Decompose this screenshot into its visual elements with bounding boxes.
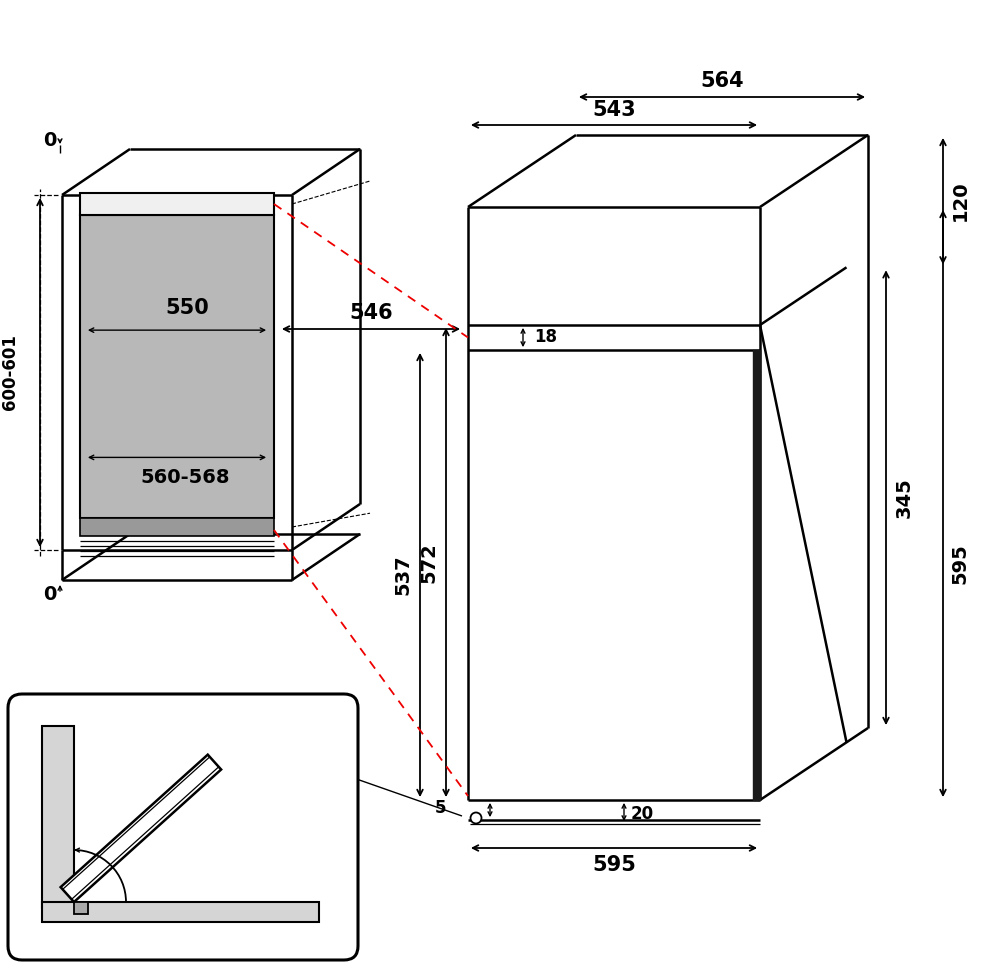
Text: 20: 20: [630, 805, 654, 823]
FancyBboxPatch shape: [8, 694, 358, 960]
Text: 0: 0: [43, 586, 57, 604]
Text: 0: 0: [43, 132, 57, 150]
Text: 600-601: 600-601: [1, 335, 19, 410]
Text: 572: 572: [420, 542, 438, 583]
Text: 5: 5: [434, 799, 446, 817]
Text: 564: 564: [700, 71, 744, 91]
Text: 18: 18: [534, 328, 558, 347]
Text: 543: 543: [592, 100, 636, 120]
Text: 595: 595: [950, 543, 970, 584]
Text: 560-568: 560-568: [140, 468, 230, 487]
Text: 89°: 89°: [96, 847, 130, 865]
Text: 0: 0: [190, 823, 203, 841]
Polygon shape: [80, 215, 274, 518]
Text: 537: 537: [394, 555, 413, 595]
Polygon shape: [74, 902, 88, 914]
Circle shape: [471, 812, 482, 824]
Polygon shape: [61, 755, 221, 902]
Polygon shape: [80, 518, 274, 536]
Polygon shape: [42, 726, 74, 908]
Text: 120: 120: [950, 181, 970, 222]
Text: 595: 595: [592, 855, 636, 875]
Text: 550: 550: [165, 298, 209, 318]
Polygon shape: [80, 193, 274, 215]
Text: 546: 546: [349, 303, 393, 323]
Polygon shape: [42, 902, 319, 922]
Text: 10: 10: [234, 919, 260, 937]
Text: 345: 345: [895, 477, 914, 518]
Text: 439: 439: [135, 713, 175, 732]
